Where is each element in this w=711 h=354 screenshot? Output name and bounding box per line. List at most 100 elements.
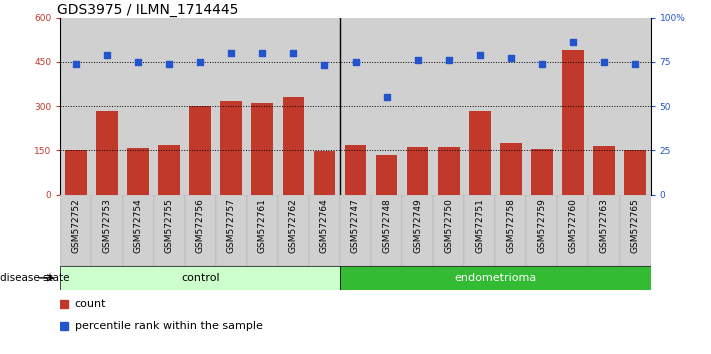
- Bar: [438, 147, 459, 195]
- Bar: [500, 143, 522, 195]
- Bar: [557, 18, 589, 195]
- Text: GSM572758: GSM572758: [506, 198, 515, 253]
- Point: [102, 52, 113, 58]
- Bar: [557, 195, 589, 266]
- Text: GSM572757: GSM572757: [227, 198, 236, 253]
- Point: [381, 95, 392, 100]
- Bar: [309, 195, 340, 266]
- Point: [350, 59, 361, 65]
- Point: [536, 61, 547, 67]
- Text: GSM572764: GSM572764: [320, 198, 329, 253]
- Text: control: control: [181, 273, 220, 283]
- Bar: [65, 150, 87, 195]
- Bar: [185, 195, 215, 266]
- Bar: [433, 18, 464, 195]
- Text: GSM572762: GSM572762: [289, 198, 298, 253]
- Bar: [375, 155, 397, 195]
- Bar: [340, 18, 371, 195]
- Bar: [562, 50, 584, 195]
- Point: [474, 52, 486, 58]
- Text: GSM572755: GSM572755: [165, 198, 173, 253]
- Bar: [96, 110, 118, 195]
- Text: GSM572748: GSM572748: [382, 198, 391, 253]
- Point: [164, 61, 175, 67]
- Text: GSM572760: GSM572760: [568, 198, 577, 253]
- Text: GSM572750: GSM572750: [444, 198, 453, 253]
- Text: GSM572765: GSM572765: [631, 198, 639, 253]
- Bar: [185, 18, 215, 195]
- Bar: [496, 18, 526, 195]
- Bar: [278, 18, 309, 195]
- Bar: [496, 195, 526, 266]
- Bar: [433, 195, 464, 266]
- Text: GSM572763: GSM572763: [599, 198, 609, 253]
- Bar: [402, 195, 433, 266]
- Bar: [589, 195, 619, 266]
- Bar: [60, 195, 92, 266]
- Text: GSM572749: GSM572749: [413, 198, 422, 253]
- Bar: [464, 18, 496, 195]
- Text: disease state: disease state: [0, 273, 70, 283]
- Point: [505, 56, 516, 61]
- Bar: [92, 18, 122, 195]
- Bar: [247, 195, 278, 266]
- Bar: [127, 148, 149, 195]
- Text: GSM572759: GSM572759: [538, 198, 546, 253]
- Bar: [189, 106, 211, 195]
- Bar: [464, 195, 496, 266]
- Bar: [624, 150, 646, 195]
- Bar: [340, 195, 371, 266]
- Point: [319, 63, 330, 68]
- Text: GSM572751: GSM572751: [475, 198, 484, 253]
- Bar: [371, 18, 402, 195]
- Point: [598, 59, 609, 65]
- Bar: [154, 18, 185, 195]
- Bar: [247, 18, 278, 195]
- Bar: [122, 18, 154, 195]
- Bar: [371, 195, 402, 266]
- Text: GSM572756: GSM572756: [196, 198, 205, 253]
- Bar: [154, 195, 185, 266]
- Bar: [345, 144, 366, 195]
- Point: [257, 50, 268, 56]
- Point: [412, 57, 423, 63]
- Text: endometrioma: endometrioma: [454, 273, 536, 283]
- Text: GSM572761: GSM572761: [258, 198, 267, 253]
- Text: count: count: [75, 299, 106, 309]
- Text: GSM572754: GSM572754: [134, 198, 143, 253]
- Point: [132, 59, 144, 65]
- Bar: [278, 195, 309, 266]
- Point: [629, 61, 641, 67]
- Bar: [593, 146, 615, 195]
- Bar: [92, 195, 122, 266]
- Point: [70, 61, 82, 67]
- Text: GSM572752: GSM572752: [72, 198, 80, 253]
- Bar: [215, 18, 247, 195]
- Text: GSM572747: GSM572747: [351, 198, 360, 253]
- Bar: [619, 195, 651, 266]
- Bar: [314, 151, 336, 195]
- Bar: [309, 18, 340, 195]
- Bar: [252, 103, 273, 195]
- Point: [225, 50, 237, 56]
- Point: [195, 59, 206, 65]
- Bar: [469, 110, 491, 195]
- Bar: [60, 18, 92, 195]
- Bar: [282, 97, 304, 195]
- Text: GDS3975 / ILMN_1714445: GDS3975 / ILMN_1714445: [58, 3, 239, 17]
- Bar: [215, 195, 247, 266]
- Point: [288, 50, 299, 56]
- Bar: [526, 18, 557, 195]
- Bar: [531, 149, 552, 195]
- Bar: [159, 144, 180, 195]
- Bar: [60, 266, 340, 290]
- Bar: [526, 195, 557, 266]
- Bar: [122, 195, 154, 266]
- Bar: [407, 147, 429, 195]
- Bar: [402, 18, 433, 195]
- Text: percentile rank within the sample: percentile rank within the sample: [75, 321, 262, 331]
- Bar: [340, 266, 651, 290]
- Bar: [220, 101, 242, 195]
- Point: [567, 40, 579, 45]
- Point: [443, 57, 454, 63]
